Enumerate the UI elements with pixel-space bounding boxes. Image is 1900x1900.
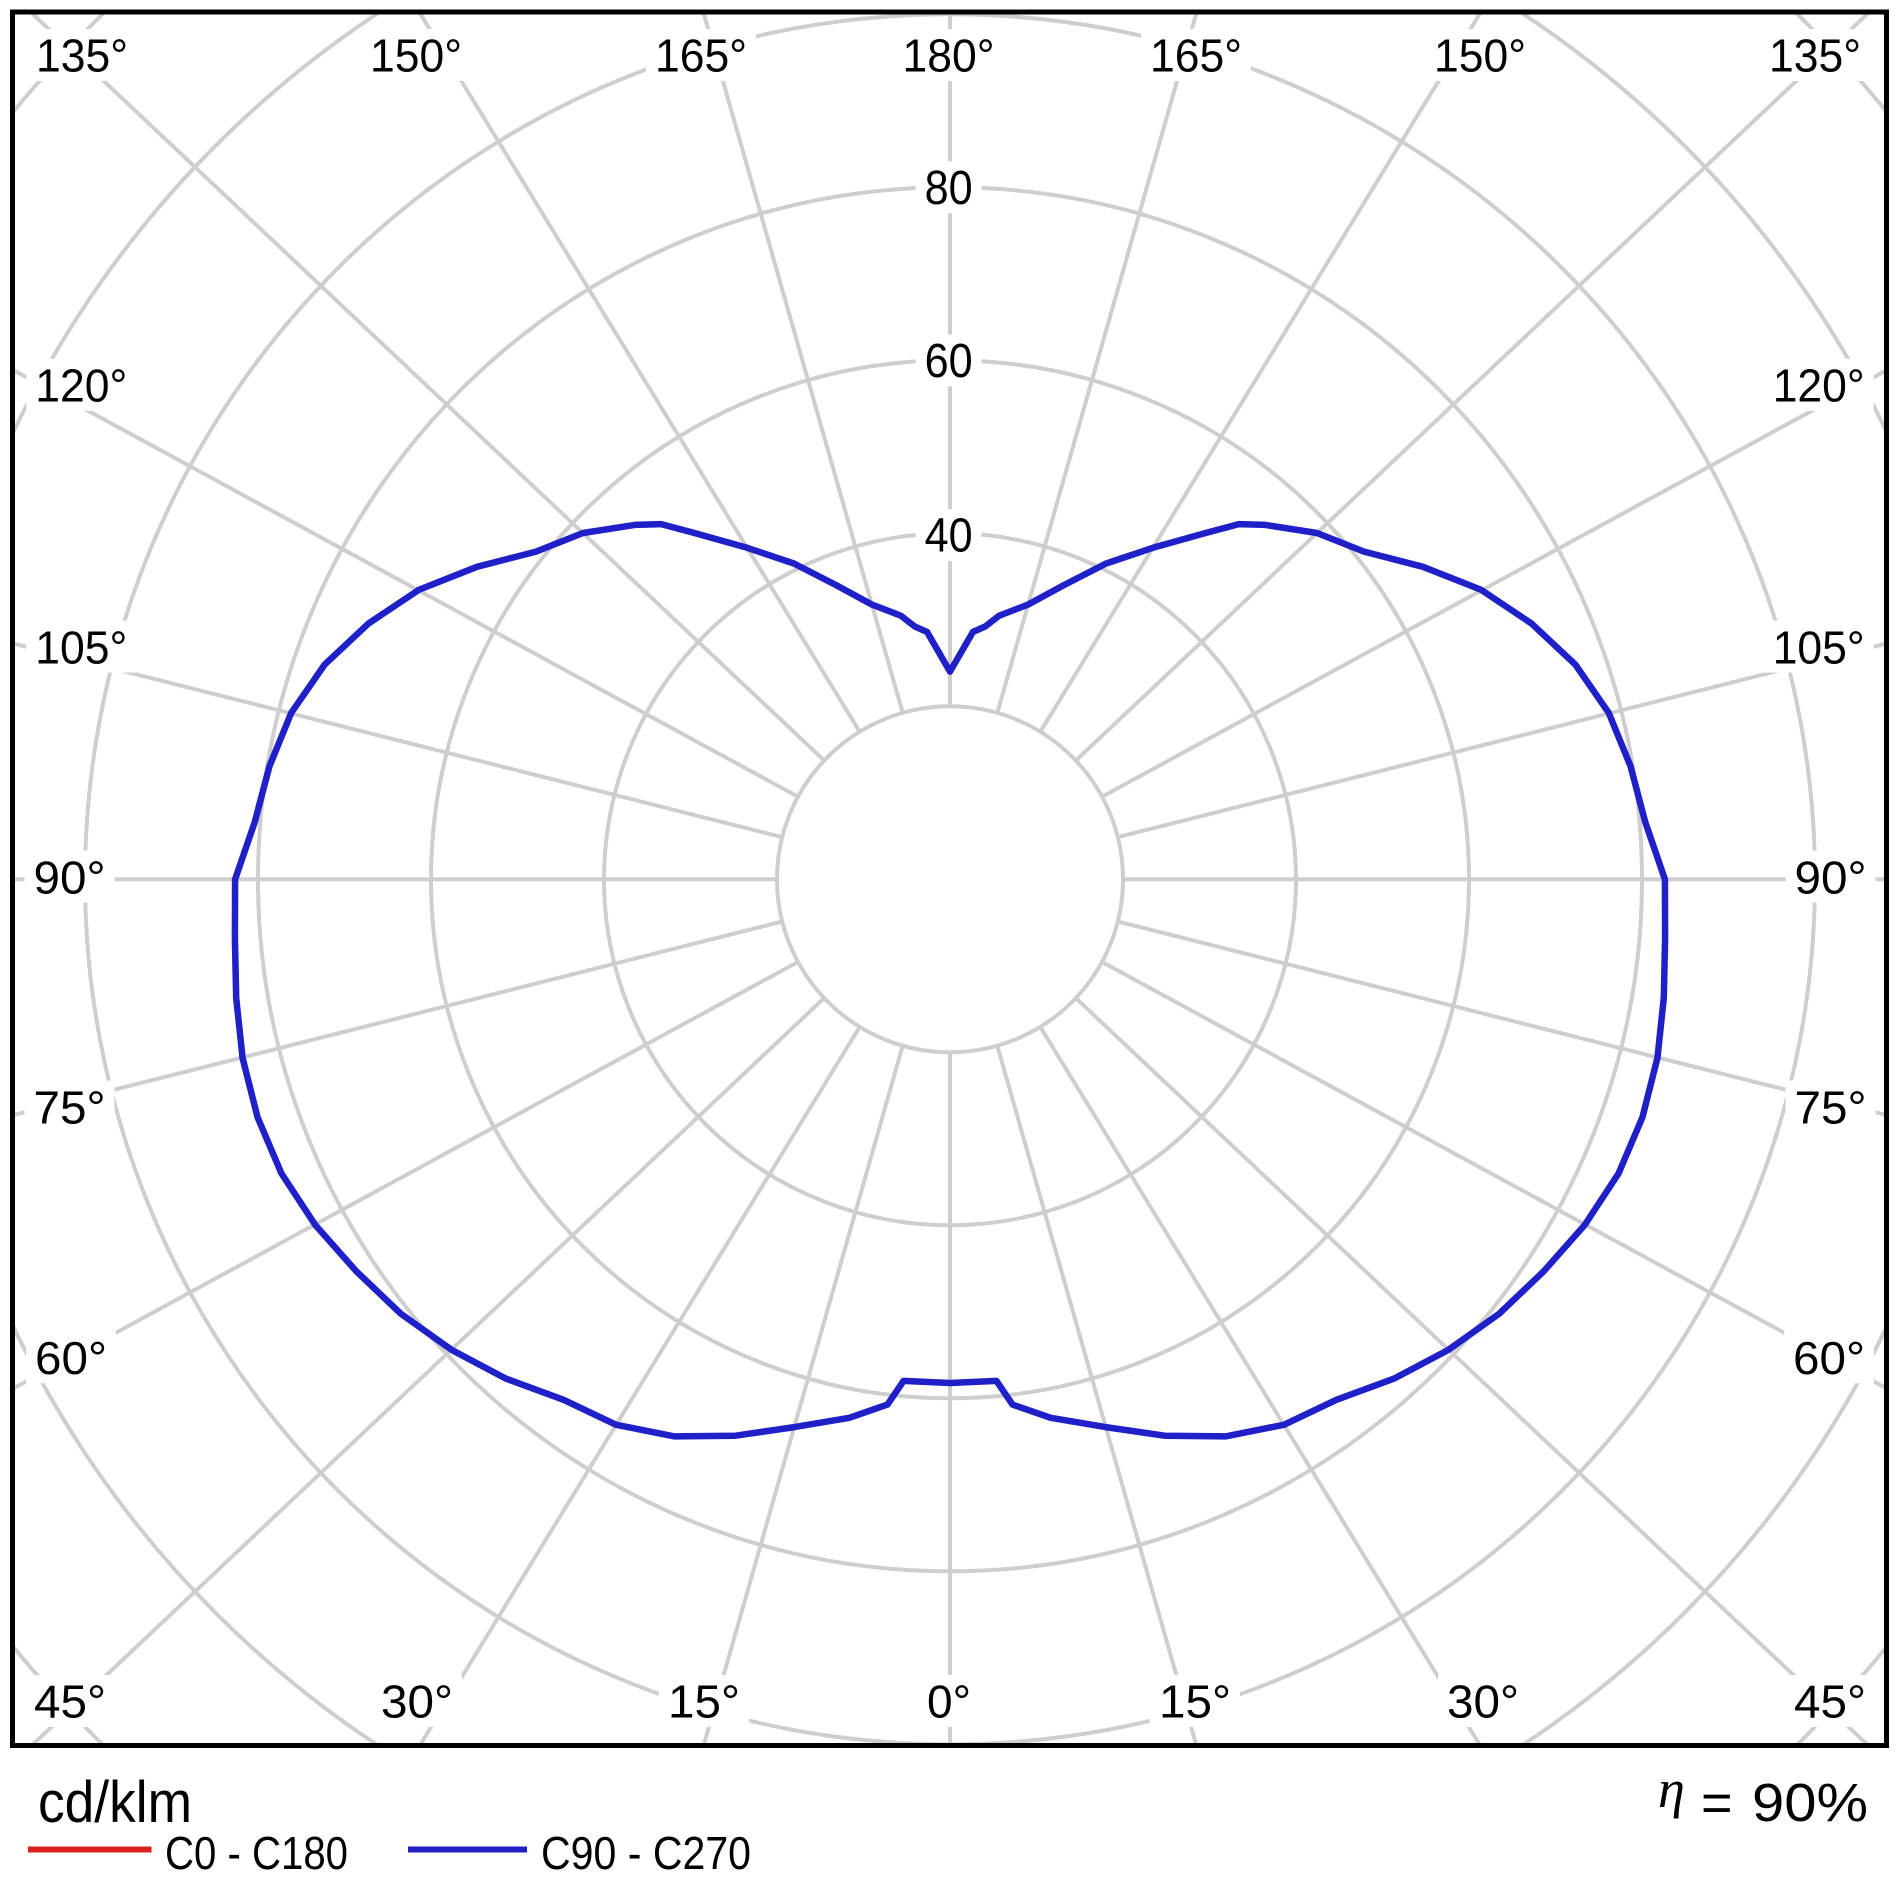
- svg-text:80: 80: [925, 162, 973, 215]
- svg-text:75°: 75°: [1795, 1081, 1867, 1133]
- svg-text:180°: 180°: [903, 30, 995, 82]
- svg-text:150°: 150°: [370, 30, 462, 82]
- svg-text:120°: 120°: [35, 360, 127, 412]
- svg-text:75°: 75°: [34, 1081, 106, 1133]
- svg-text:45°: 45°: [34, 1676, 106, 1728]
- svg-text:150°: 150°: [1434, 30, 1526, 82]
- svg-text:135°: 135°: [1769, 30, 1861, 82]
- svg-text:120°: 120°: [1773, 360, 1865, 412]
- svg-text:30°: 30°: [381, 1676, 453, 1728]
- svg-text:135°: 135°: [36, 30, 128, 82]
- svg-text:165°: 165°: [655, 30, 747, 82]
- svg-text:η: η: [1658, 1759, 1685, 1819]
- svg-text:0°: 0°: [927, 1676, 971, 1728]
- svg-text:105°: 105°: [35, 621, 127, 673]
- svg-text:40: 40: [925, 510, 973, 563]
- svg-text:60: 60: [925, 335, 973, 388]
- svg-text:C0 - C180: C0 - C180: [165, 1827, 348, 1879]
- svg-text:90°: 90°: [1795, 851, 1867, 903]
- svg-text:60°: 60°: [35, 1332, 107, 1384]
- svg-text:165°: 165°: [1150, 30, 1242, 82]
- svg-text:90°: 90°: [34, 851, 106, 903]
- svg-text:45°: 45°: [1794, 1676, 1866, 1728]
- svg-text:cd/klm: cd/klm: [38, 1770, 192, 1835]
- svg-text:60°: 60°: [1793, 1332, 1865, 1384]
- svg-text:=: =: [1701, 1773, 1733, 1833]
- svg-text:15°: 15°: [668, 1676, 740, 1728]
- svg-text:105°: 105°: [1773, 621, 1865, 673]
- svg-text:90%: 90%: [1752, 1773, 1868, 1833]
- svg-text:C90 - C270: C90 - C270: [541, 1827, 751, 1879]
- svg-text:30°: 30°: [1447, 1676, 1519, 1728]
- svg-text:15°: 15°: [1159, 1676, 1231, 1728]
